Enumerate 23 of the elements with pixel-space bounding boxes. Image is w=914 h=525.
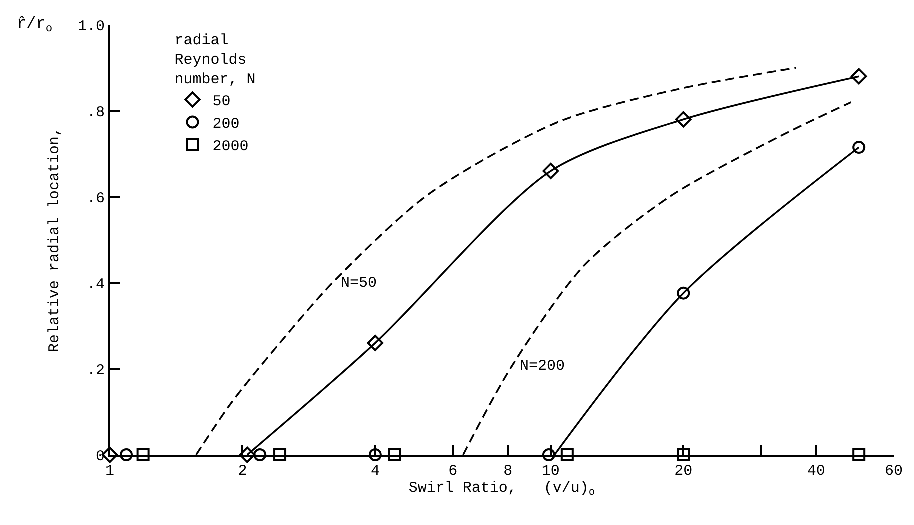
x-tick-label: 2 bbox=[238, 463, 248, 480]
x-tick-label: 60 bbox=[884, 463, 904, 480]
y-tick-label: .2 bbox=[86, 362, 105, 380]
x-tick-label: 4 bbox=[370, 463, 380, 480]
annotation: N=50 bbox=[341, 275, 378, 292]
y-tick-label: .6 bbox=[86, 190, 105, 208]
x-tick-label: 6 bbox=[448, 463, 458, 480]
text: r̂/r$_{o}$ bbox=[17, 15, 53, 36]
x-tick-label: 10 bbox=[542, 463, 560, 480]
x-tick-label: 20 bbox=[674, 463, 693, 480]
annotation: N=200 bbox=[520, 358, 566, 375]
y-tick-label: 1.0 bbox=[78, 18, 105, 36]
y-tick-label: .8 bbox=[86, 104, 105, 122]
y-axis-title: Relative radial location, bbox=[46, 127, 64, 353]
x-tick-label: 1 bbox=[105, 463, 115, 480]
legend-label: 200 bbox=[212, 116, 240, 134]
x-axis-title: Swirl Ratio, (v/u)$_{o}$ bbox=[408, 480, 596, 500]
legend-label: 50 bbox=[212, 94, 231, 111]
legend-label: 2000 bbox=[212, 138, 249, 156]
x-tick-label: 8 bbox=[504, 463, 513, 480]
legend-title: radial Reynolds number, N bbox=[174, 32, 256, 88]
x-tick-label: 40 bbox=[807, 463, 826, 480]
y-tick-label: .4 bbox=[86, 276, 105, 294]
